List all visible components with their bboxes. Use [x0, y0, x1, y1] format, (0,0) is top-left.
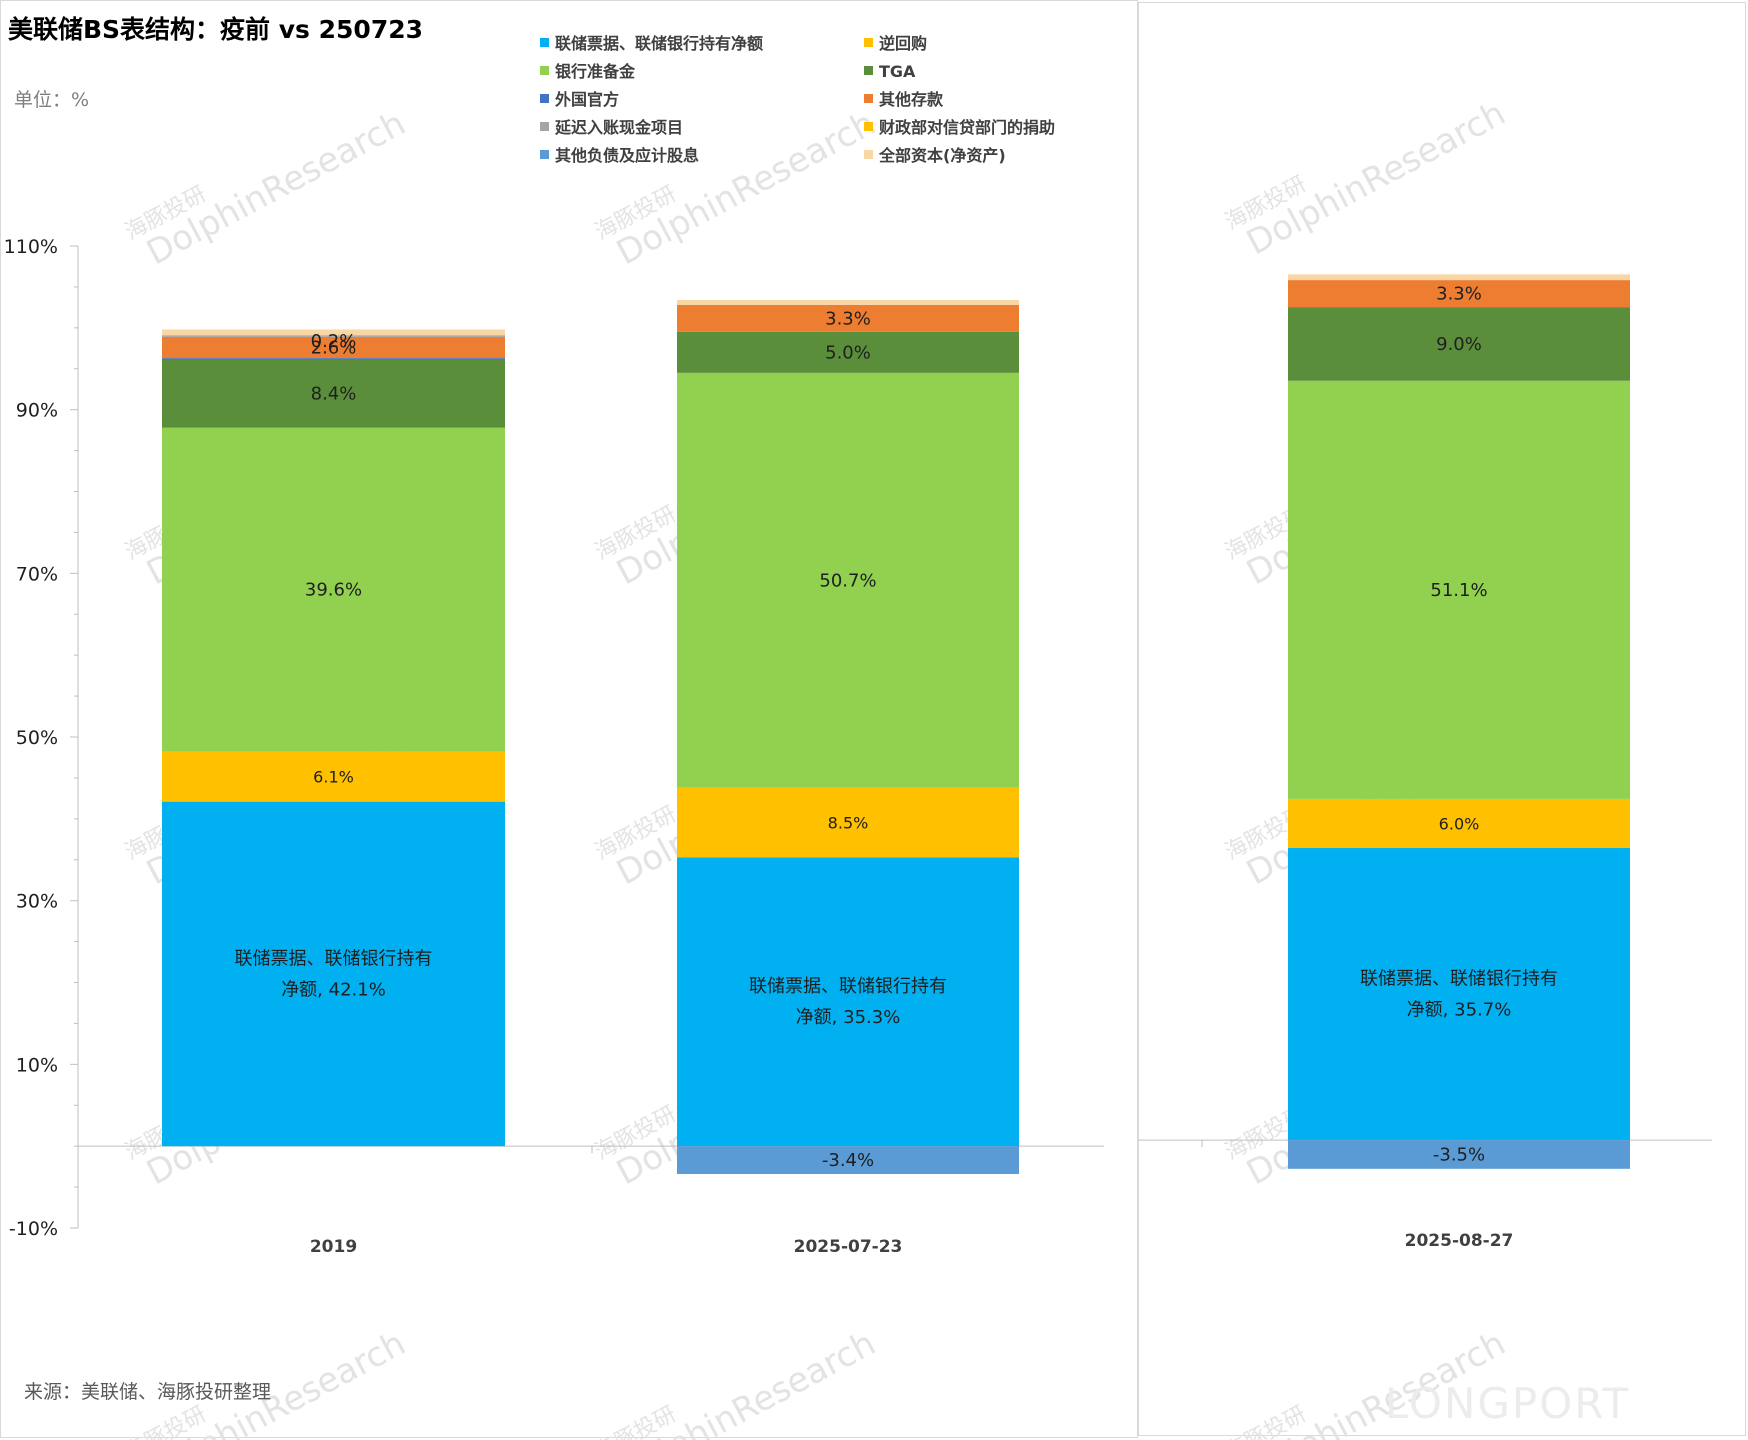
chart-title: 美联储BS表结构：疫前 vs 250723 [8, 15, 423, 44]
watermark-en: DolphinResearch [1240, 93, 1512, 263]
data-label: 2.6% [311, 337, 357, 358]
data-labels: 联储票据、联储银行持有净额, 42.1%6.1%39.6%8.4%2.6%0.2… [235, 284, 1559, 1171]
data-label: 8.4% [311, 383, 357, 404]
data-label: -3.4% [822, 1150, 874, 1171]
data-label: 联储票据、联储银行持有 [1360, 969, 1558, 990]
bar-segment [1288, 380, 1630, 799]
data-label: 51.1% [1430, 580, 1487, 601]
bar-segment [1288, 274, 1630, 281]
legend-label: 其他负债及应计股息 [555, 146, 699, 165]
legend-swatch [540, 66, 549, 75]
bar-segment [162, 427, 505, 752]
bar-segment [677, 300, 1019, 305]
watermark-en: DolphinResearch [140, 103, 412, 273]
y-tick-label: -10% [9, 1218, 58, 1240]
legend-swatch [540, 122, 549, 131]
legend-swatch [864, 38, 873, 47]
data-label: 3.3% [1436, 284, 1482, 305]
left-panel-frame [0, 0, 1138, 1438]
data-label: 9.0% [1436, 334, 1482, 355]
data-label: 6.0% [1439, 814, 1480, 833]
legend-label: 外国官方 [554, 90, 619, 109]
bar-segment [162, 335, 505, 337]
legend-swatch [540, 150, 549, 159]
source-note: 来源：美联储、海豚投研整理 [24, 1381, 271, 1403]
bars [162, 274, 1630, 1174]
bar-segment [162, 751, 505, 802]
legend-label: 其他存款 [879, 90, 944, 109]
data-label: 联储票据、联储银行持有 [235, 948, 433, 969]
legend-label: 延迟入账现金项目 [554, 118, 683, 137]
bar-segment [162, 358, 505, 428]
data-label: 8.5% [828, 814, 869, 833]
bar-segment [677, 331, 1019, 373]
legend-swatch [540, 38, 549, 47]
y-tick-label: 90% [16, 400, 58, 422]
legend-swatch [864, 122, 873, 131]
legend-label: TGA [879, 62, 916, 81]
y-tick-label: 10% [16, 1054, 58, 1076]
y-tick-label: 70% [16, 563, 58, 585]
legend-label: 联储票据、联储银行持有净额 [555, 34, 763, 53]
legend-swatch [864, 66, 873, 75]
bar-segment [677, 304, 1019, 332]
y-tick-label: 110% [4, 236, 58, 258]
legend-label: 逆回购 [879, 34, 927, 53]
bar-segment [677, 1146, 1019, 1174]
data-label: 3.3% [825, 308, 871, 329]
legend-label: 财政部对信贷部门的捐助 [878, 118, 1055, 137]
data-label: -3.5% [1433, 1144, 1485, 1165]
bar-segment [1288, 280, 1630, 308]
legend-label: 全部资本(净资产) [878, 146, 1006, 165]
y-tick-label: 30% [16, 891, 58, 913]
bar-segment [677, 372, 1019, 788]
legend-label: 银行准备金 [555, 62, 636, 81]
watermark-brand: LONGPORT [1385, 1379, 1630, 1428]
bar-segment [1288, 798, 1630, 849]
x-tick-label: 2025-08-27 [1405, 1231, 1514, 1251]
legend-swatch [540, 94, 549, 103]
data-label: 39.6% [305, 580, 362, 601]
x-tick-label: 2019 [310, 1237, 357, 1257]
data-label: 50.7% [819, 570, 876, 591]
data-label: 0.2% [311, 331, 357, 352]
right-panel-frame [1138, 2, 1746, 1436]
bar-segment [162, 336, 505, 359]
bar-segment [162, 329, 505, 336]
data-label: 净额, 35.3% [796, 1007, 901, 1028]
x-tick-label: 2025-07-23 [794, 1237, 903, 1257]
unit-label: 单位：% [14, 89, 89, 111]
bar-segment [1288, 848, 1630, 1141]
data-label: 6.1% [313, 768, 354, 787]
x-axis-labels: 2019 2025-07-23 2025-08-27 [310, 1231, 1514, 1257]
bar-segment [1288, 307, 1630, 381]
bar-segment [677, 787, 1019, 858]
bar-segment [162, 801, 505, 1147]
data-label: 净额, 42.1% [281, 979, 386, 1000]
bar-segment [677, 857, 1019, 1147]
bar-segment [1288, 1140, 1630, 1169]
legend-swatch [864, 150, 873, 159]
legend-swatch [864, 94, 873, 103]
data-label: 联储票据、联储银行持有 [749, 976, 947, 997]
y-tick-label: 50% [16, 727, 58, 749]
data-label: 净额, 35.7% [1407, 1000, 1512, 1021]
y-axis: -10% 10% 30% 50% 70% 90% 110% [4, 236, 1712, 1240]
data-label: 5.0% [825, 342, 871, 363]
bar-segment [162, 358, 505, 360]
